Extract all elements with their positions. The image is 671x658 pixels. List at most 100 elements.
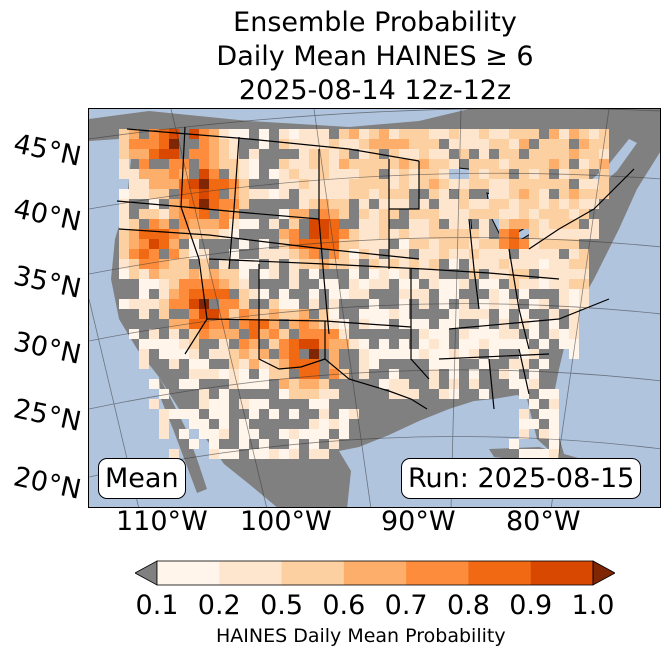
probability-cell [309,189,319,199]
probability-cell [199,419,209,429]
probability-cell [219,159,229,169]
probability-cell [309,399,319,409]
probability-cell [139,299,149,309]
probability-cell [319,409,329,419]
probability-cell [329,319,339,329]
probability-cell [249,409,259,419]
probability-cell [329,289,339,299]
probability-cell [169,149,179,159]
probability-cell [229,159,239,169]
probability-cell [519,169,529,179]
probability-cell [139,239,149,249]
probability-cell [579,149,589,159]
probability-cell [409,219,419,229]
probability-cell [469,199,479,209]
probability-cell [479,339,489,349]
probability-cell [179,279,189,289]
probability-cell [509,149,519,159]
probability-cell [229,299,239,309]
lat-label-25: 25°N [10,393,84,438]
probability-cell [309,289,319,299]
probability-cell [159,179,169,189]
probability-cell [479,199,489,209]
probability-cell [379,339,389,349]
probability-cell [549,449,559,459]
probability-cell [389,189,399,199]
probability-cell [259,369,269,379]
probability-cell [219,209,229,219]
probability-cell [539,339,549,349]
probability-cell [199,219,209,229]
probability-cell [119,169,129,179]
probability-cell [489,329,499,339]
probability-cell [529,199,539,209]
probability-cell [319,219,329,229]
probability-cell [579,179,589,189]
probability-cell [159,409,169,419]
probability-cell [329,359,339,369]
probability-cell [539,269,549,279]
probability-cell [339,169,349,179]
probability-cell [519,219,529,229]
probability-cell [239,369,249,379]
probability-cell [209,179,219,189]
probability-cell [199,179,209,189]
probability-cell [469,169,479,179]
probability-cell [119,149,129,159]
probability-cell [429,339,439,349]
probability-cell [329,229,339,239]
probability-cell [569,229,579,239]
probability-cell [169,359,179,369]
probability-cell [549,329,559,339]
probability-cell [429,159,439,169]
probability-cell [139,159,149,169]
probability-cell [429,259,439,269]
probability-cell [409,179,419,189]
probability-cell [509,219,519,229]
probability-cell [399,169,409,179]
probability-cell [469,129,479,139]
probability-cell [569,309,579,319]
probability-cell [479,219,489,229]
probability-cell [369,279,379,289]
probability-cell [159,139,169,149]
probability-cell [329,209,339,219]
probability-cell [169,289,179,299]
probability-cell [309,249,319,259]
probability-cell [559,329,569,339]
probability-cell [199,149,209,159]
probability-cell [389,249,399,259]
probability-cell [459,129,469,139]
probability-cell [529,229,539,239]
probability-cell [139,179,149,189]
probability-cell [189,359,199,369]
probability-cell [359,159,369,169]
probability-cell [429,149,439,159]
probability-cell [389,199,399,209]
probability-cell [269,409,279,419]
probability-cell [199,269,209,279]
probability-cell [569,169,579,179]
probability-cell [289,319,299,329]
probability-cell [159,229,169,239]
probability-cell [269,259,279,269]
probability-cell [229,309,239,319]
probability-cell [409,319,419,329]
probability-cell [209,369,219,379]
probability-cell [369,309,379,319]
probability-cell [219,139,229,149]
probability-cell [569,269,579,279]
probability-cell [199,329,209,339]
probability-cell [259,379,269,389]
probability-cell [199,429,209,439]
probability-cell [299,309,309,319]
probability-cell [379,199,389,209]
probability-cell [199,279,209,289]
probability-cell [589,219,599,229]
probability-cell [149,129,159,139]
probability-cell [379,139,389,149]
probability-cell [249,189,259,199]
probability-cell [529,449,539,459]
probability-cell [179,219,189,229]
probability-cell [219,179,229,189]
